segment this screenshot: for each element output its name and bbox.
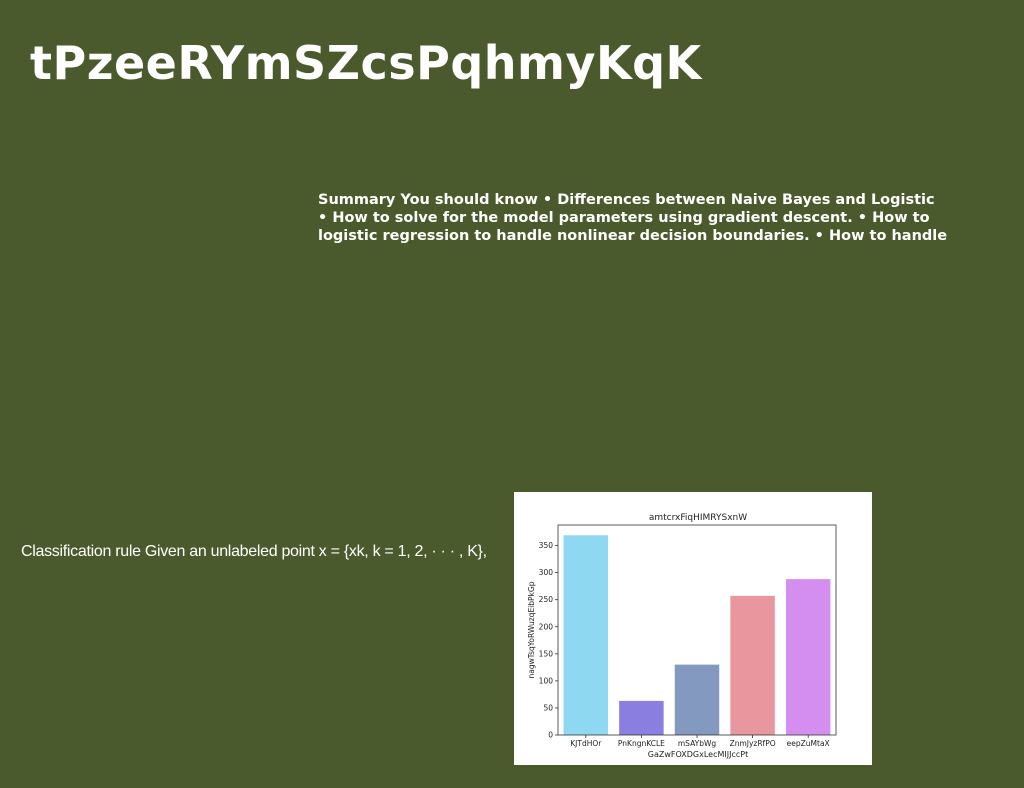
y-tick-label: 0 bbox=[548, 731, 553, 740]
x-tick-label: ZnmJyzRfPO bbox=[730, 739, 776, 748]
summary-text: Summary You should know • Differences be… bbox=[318, 191, 958, 245]
slide-title: tPzeeRYmSZcsPqhmyKqK bbox=[30, 36, 702, 90]
y-tick-label: 150 bbox=[539, 649, 554, 658]
x-axis-label: GaZwFOXDGxLecMIJJccPt bbox=[648, 750, 748, 759]
y-tick-label: 300 bbox=[539, 568, 554, 577]
summary-line: • How to solve for the model parameters … bbox=[318, 210, 930, 226]
bar-mSAYbWg bbox=[674, 664, 720, 735]
chart-title: amtcrxFiqHIMRYSxnW bbox=[649, 513, 747, 523]
summary-line: logistic regression to handle nonlinear … bbox=[318, 228, 948, 244]
y-tick-label: 350 bbox=[539, 541, 554, 550]
x-tick-label: PnKngnKCLE bbox=[618, 739, 665, 748]
y-tick-label: 250 bbox=[539, 595, 554, 604]
bar-eepZuMtaX bbox=[785, 579, 831, 735]
x-tick-label: mSAYbWg bbox=[678, 739, 717, 748]
y-axis-label: nagwTsqYoRWuzqEibPkGp bbox=[527, 581, 536, 678]
classification-rule-text: Classification rule Given an unlabeled p… bbox=[21, 543, 487, 560]
y-tick-label: 100 bbox=[539, 676, 554, 685]
bar-chart: amtcrxFiqHIMRYSxnW 0 50 100 150 200 250 300 350… bbox=[527, 513, 837, 759]
summary-line: Summary You should know • Differences be… bbox=[318, 192, 935, 208]
bar-KJTdHOr bbox=[563, 535, 609, 735]
y-tick-label: 200 bbox=[539, 622, 554, 631]
bar-ZnmJyzRfPO bbox=[730, 595, 775, 735]
y-tick-label: 50 bbox=[543, 703, 553, 712]
x-tick-label: eepZuMtaX bbox=[787, 739, 830, 748]
bar-chart-figure: amtcrxFiqHIMRYSxnW 0 50 100 150 200 250 300 350… bbox=[514, 492, 872, 765]
x-tick-label: KJTdHOr bbox=[570, 739, 602, 748]
bar-PnKngnKCLE bbox=[619, 700, 664, 735]
